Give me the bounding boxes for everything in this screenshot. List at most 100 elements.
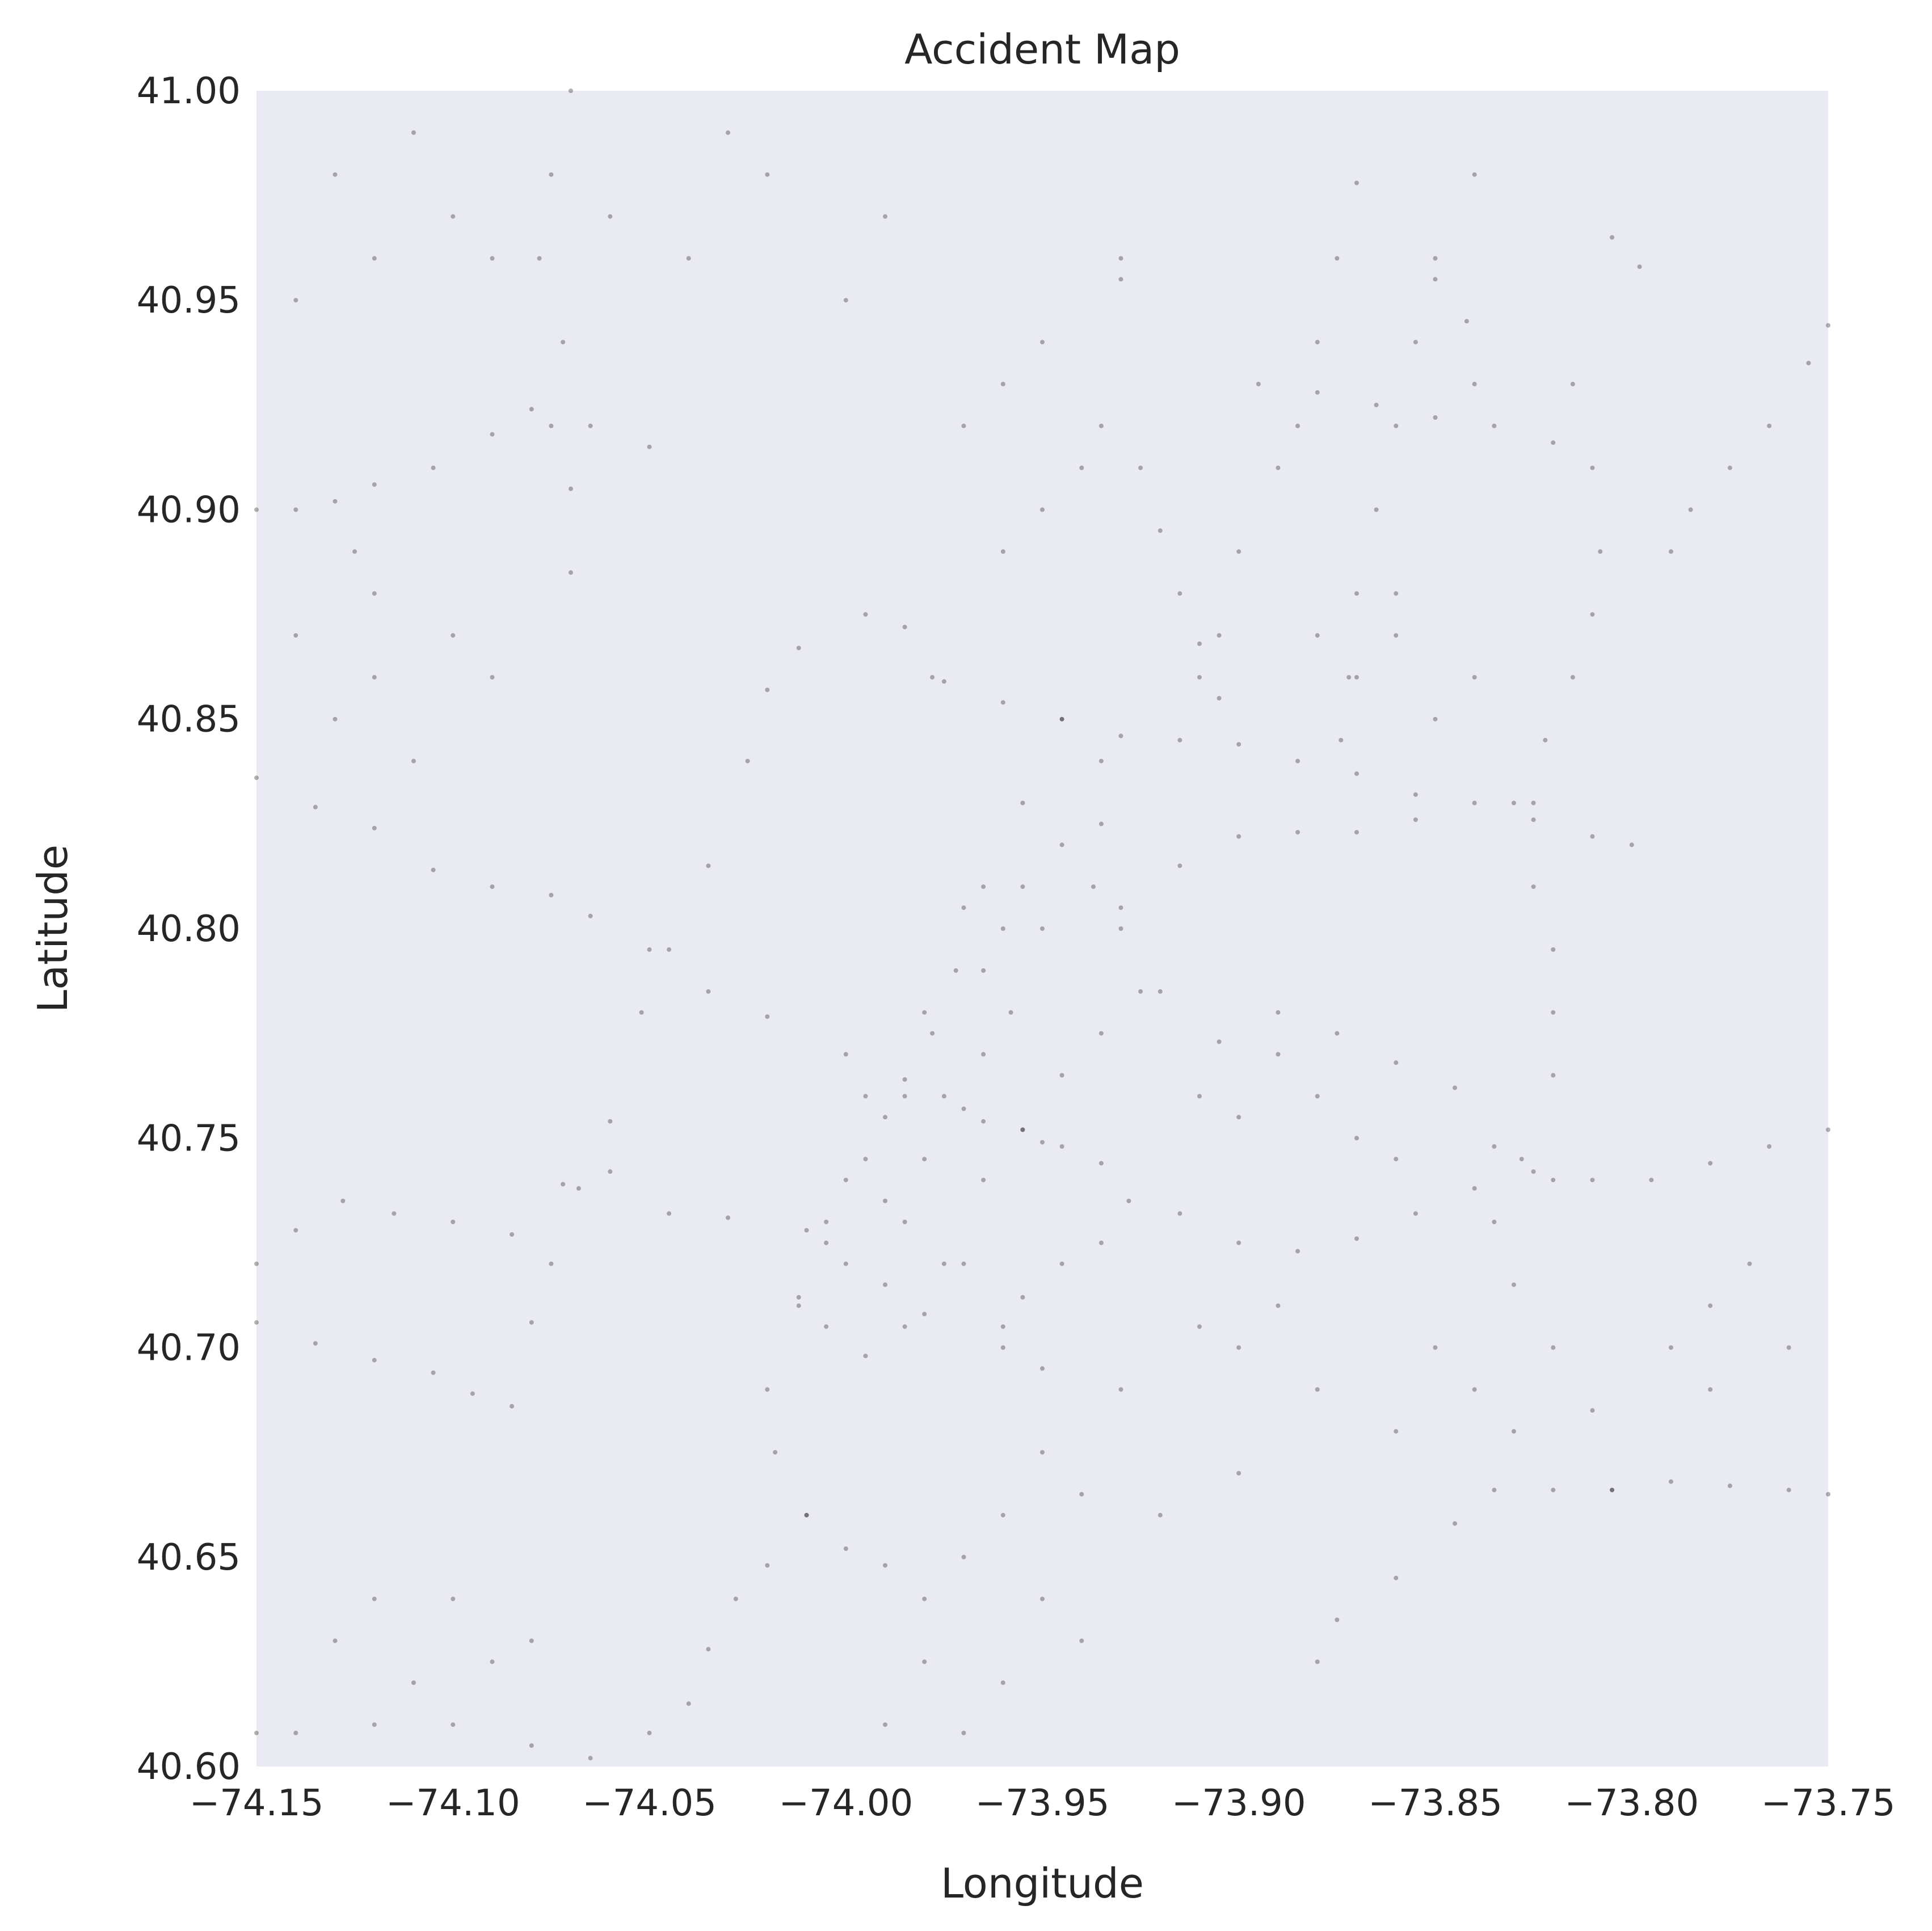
scatter-point: [961, 1106, 966, 1111]
scatter-point: [549, 423, 554, 428]
chart-title: Accident Map: [904, 26, 1180, 73]
scatter-point: [1826, 1127, 1830, 1132]
scatter-point: [372, 1357, 377, 1363]
x-tick-label: −74.00: [778, 1782, 913, 1824]
scatter-point: [745, 758, 750, 764]
x-tick-label: −73.75: [1761, 1782, 1896, 1824]
scatter-point: [765, 172, 770, 177]
x-axis-label: Longitude: [941, 1860, 1144, 1907]
scatter-point: [561, 1182, 566, 1187]
scatter-point: [1315, 1659, 1320, 1664]
scatter-point: [1091, 884, 1096, 889]
scatter-point: [765, 1387, 770, 1392]
scatter-point: [1040, 1366, 1045, 1371]
scatter-point: [1649, 1178, 1654, 1183]
scatter-point: [254, 1320, 259, 1325]
scatter-point: [1590, 834, 1595, 839]
scatter-point: [451, 1596, 456, 1601]
scatter-point: [1747, 1261, 1752, 1266]
scatter-point: [1492, 1487, 1497, 1492]
scatter-point: [529, 1743, 534, 1748]
scatter-point: [1512, 1282, 1516, 1287]
scatter-point: [1059, 842, 1064, 848]
scatter-point: [569, 486, 573, 491]
scatter-point: [490, 884, 495, 889]
scatter-point: [1512, 800, 1516, 806]
scatter-point: [1637, 264, 1642, 269]
scatter-point: [883, 1722, 887, 1727]
scatter-point: [1433, 1345, 1438, 1350]
scatter-point: [1492, 1220, 1497, 1224]
scatter-point: [1767, 423, 1772, 428]
scatter-point: [941, 1261, 946, 1266]
scatter-point: [510, 1232, 515, 1237]
scatter-point: [569, 88, 573, 93]
scatter-point: [293, 507, 298, 512]
scatter-point: [1059, 716, 1064, 722]
scatter-point: [1354, 1236, 1359, 1241]
scatter-point: [1040, 1596, 1045, 1601]
plot-area: [256, 91, 1828, 1766]
scatter-point: [883, 214, 887, 219]
y-tick-label: 40.80: [137, 908, 241, 950]
scatter-point: [1394, 423, 1399, 428]
scatter-point: [1157, 528, 1163, 533]
scatter-point: [1276, 1303, 1281, 1308]
scatter-point: [1413, 1211, 1418, 1216]
scatter-point: [981, 1178, 986, 1183]
scatter-point: [647, 1730, 652, 1735]
scatter-point: [765, 1563, 770, 1568]
scatter-point: [733, 1596, 738, 1601]
scatter-point: [352, 549, 357, 554]
scatter-point: [1433, 277, 1438, 282]
scatter-point: [1008, 1010, 1013, 1015]
scatter-point: [549, 172, 554, 177]
scatter-point: [1629, 842, 1634, 848]
x-tick-label: −74.10: [386, 1782, 520, 1824]
scatter-points: [254, 88, 1830, 1761]
y-tick-label: 40.90: [137, 490, 241, 532]
scatter-point: [1315, 1387, 1320, 1392]
scatter-point: [1472, 382, 1477, 386]
scatter-point: [1335, 1617, 1340, 1622]
scatter-point: [1126, 1199, 1131, 1203]
scatter-point: [490, 256, 495, 261]
scatter-point: [922, 1157, 927, 1162]
scatter-point: [902, 1077, 907, 1082]
scatter-point: [293, 298, 298, 303]
scatter-point: [549, 1261, 554, 1266]
scatter-point: [1315, 340, 1320, 345]
scatter-point: [1669, 1479, 1673, 1484]
scatter-point: [1079, 465, 1084, 470]
scatter-point: [804, 1512, 809, 1517]
scatter-point: [451, 1722, 456, 1727]
scatter-point: [1346, 674, 1352, 680]
scatter-point: [1138, 989, 1143, 994]
scatter-point: [372, 825, 377, 830]
scatter-point: [1157, 1512, 1163, 1517]
scatter-point: [1059, 1261, 1064, 1266]
scatter-point: [1492, 423, 1497, 428]
scatter-point: [1098, 1240, 1104, 1245]
scatter-point: [1472, 1387, 1477, 1392]
scatter-point: [431, 465, 436, 470]
scatter-point: [1236, 1115, 1241, 1120]
scatter-point: [1315, 1094, 1320, 1099]
scatter-point: [431, 867, 436, 872]
scatter-point: [1295, 830, 1300, 835]
scatter-point: [1020, 1127, 1025, 1132]
scatter-point: [293, 1730, 298, 1735]
scatter-point: [902, 1324, 907, 1329]
scatter-point: [1217, 633, 1222, 638]
scatter-point: [372, 256, 377, 261]
scatter-point: [569, 570, 573, 575]
scatter-point: [1000, 926, 1005, 931]
scatter-point: [922, 1659, 927, 1664]
scatter-point: [1236, 1471, 1241, 1475]
scatter-point: [1472, 1186, 1477, 1191]
x-tick-label: −74.15: [190, 1782, 324, 1824]
scatter-point: [1098, 758, 1104, 764]
scatter-point: [1335, 1031, 1340, 1036]
scatter-point: [1727, 465, 1732, 470]
scatter-point: [1354, 674, 1359, 680]
